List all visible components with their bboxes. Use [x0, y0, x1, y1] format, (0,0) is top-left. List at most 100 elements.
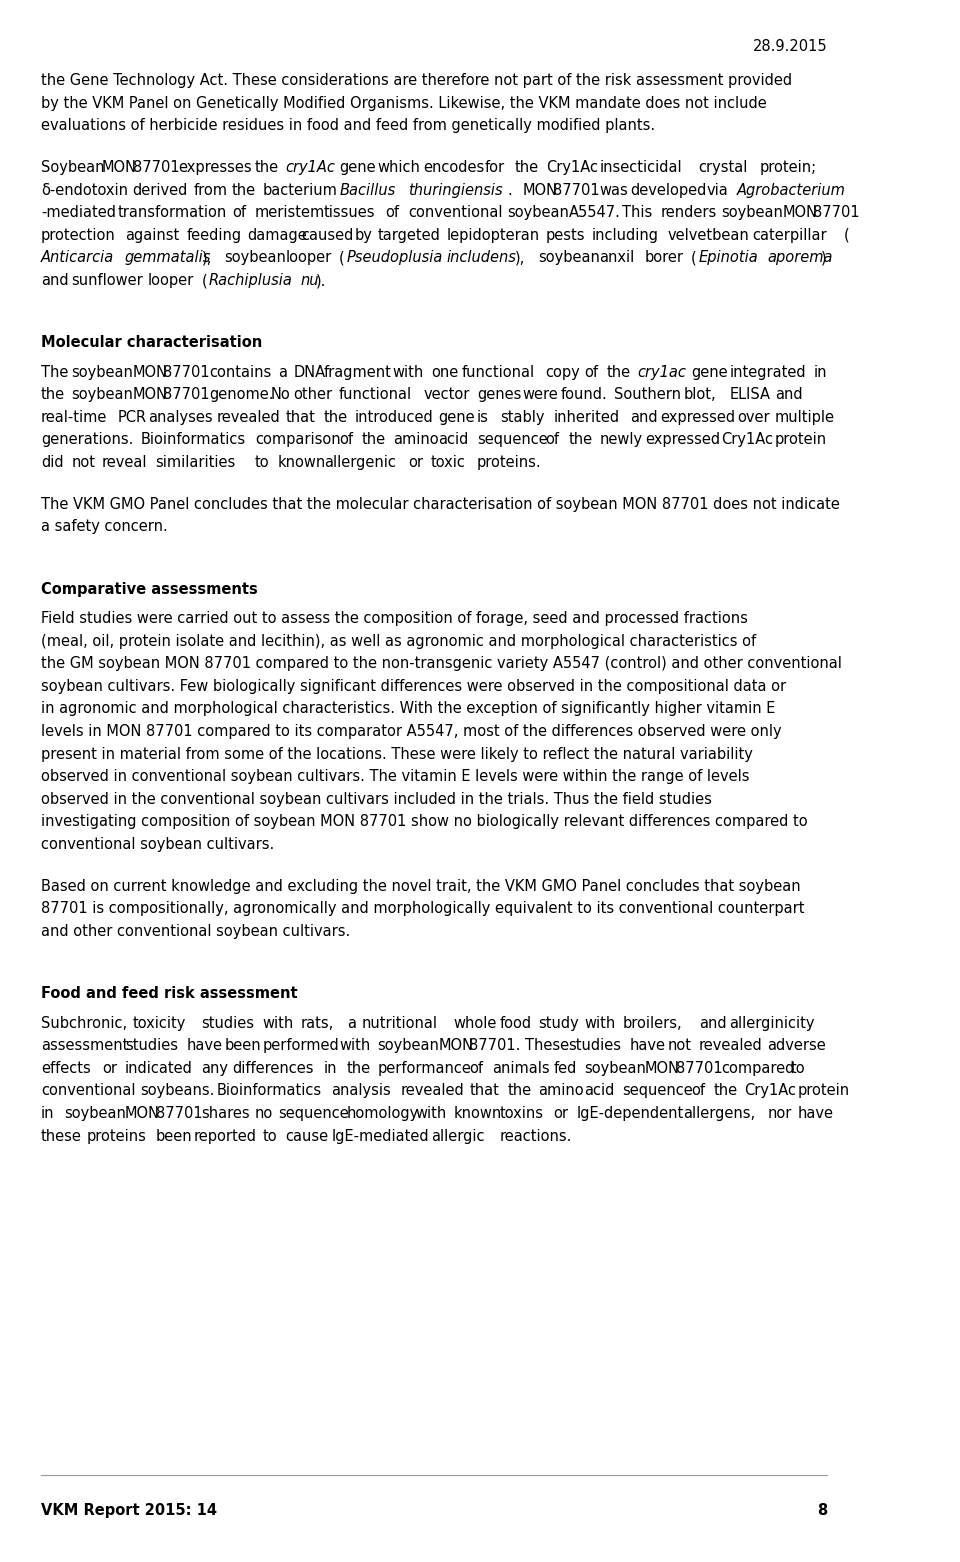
Text: Molecular characterisation: Molecular characterisation — [41, 336, 262, 350]
Text: proteins: proteins — [86, 1129, 147, 1143]
Text: or: or — [553, 1106, 568, 1122]
Text: 87701: 87701 — [163, 364, 210, 380]
Text: with: with — [393, 364, 424, 380]
Text: feeding: feeding — [186, 228, 241, 242]
Text: (: ( — [202, 273, 207, 287]
Text: integrated: integrated — [730, 364, 805, 380]
Text: insecticidal: insecticidal — [599, 159, 682, 175]
Text: developed: developed — [630, 183, 707, 197]
Text: sequence: sequence — [622, 1084, 693, 1098]
Text: cry1ac: cry1ac — [637, 364, 686, 380]
Text: 28.9.2015: 28.9.2015 — [753, 39, 828, 55]
Text: adverse: adverse — [767, 1039, 827, 1053]
Text: MON: MON — [102, 159, 137, 175]
Text: looper: looper — [148, 273, 194, 287]
Text: ).: ). — [316, 273, 326, 287]
Text: soybean: soybean — [722, 205, 783, 220]
Text: (: ( — [691, 250, 697, 266]
Text: whole: whole — [454, 1015, 497, 1031]
Text: expresses: expresses — [179, 159, 252, 175]
Text: Anticarcia: Anticarcia — [41, 250, 114, 266]
Text: of: of — [232, 205, 246, 220]
Text: -mediated: -mediated — [41, 205, 116, 220]
Text: not: not — [668, 1039, 692, 1053]
Text: functional: functional — [339, 387, 412, 401]
Text: over: over — [737, 409, 770, 425]
Text: conventional: conventional — [408, 205, 502, 220]
Text: a: a — [278, 364, 287, 380]
Text: revealed: revealed — [699, 1039, 762, 1053]
Text: analyses: analyses — [148, 409, 212, 425]
Text: 87701: 87701 — [813, 205, 860, 220]
Text: .: . — [508, 183, 512, 197]
Text: that: that — [469, 1084, 499, 1098]
Text: soybean: soybean — [538, 250, 600, 266]
Text: This: This — [622, 205, 653, 220]
Text: soybean: soybean — [71, 387, 133, 401]
Text: known: known — [454, 1106, 502, 1122]
Text: reveal: reveal — [102, 455, 148, 470]
Text: broilers,: broilers, — [622, 1015, 682, 1031]
Text: by: by — [354, 228, 372, 242]
Text: nutritional: nutritional — [362, 1015, 438, 1031]
Text: soybean: soybean — [584, 1061, 646, 1076]
Text: been: been — [156, 1129, 192, 1143]
Text: assessment: assessment — [41, 1039, 129, 1053]
Text: The VKM GMO Panel concludes that the molecular characterisation of soybean MON 8: The VKM GMO Panel concludes that the mol… — [41, 497, 840, 512]
Text: damage: damage — [248, 228, 307, 242]
Text: encodes: encodes — [423, 159, 485, 175]
Text: Field studies were carried out to assess the composition of forage, seed and pro: Field studies were carried out to assess… — [41, 611, 748, 626]
Text: soybean: soybean — [71, 364, 133, 380]
Text: δ-endotoxin: δ-endotoxin — [41, 183, 128, 197]
Text: a: a — [347, 1015, 356, 1031]
Text: (: ( — [339, 250, 345, 266]
Text: the: the — [232, 183, 256, 197]
Text: of: of — [691, 1084, 705, 1098]
Text: Southern: Southern — [614, 387, 682, 401]
Text: genome.: genome. — [209, 387, 274, 401]
Text: 87701 is compositionally, agronomically and morphologically equivalent to its co: 87701 is compositionally, agronomically … — [41, 901, 804, 917]
Text: amino: amino — [393, 433, 439, 447]
Text: studies: studies — [568, 1039, 621, 1053]
Text: transformation: transformation — [117, 205, 227, 220]
Text: Soybean: Soybean — [41, 159, 105, 175]
Text: with: with — [584, 1015, 615, 1031]
Text: including: including — [591, 228, 659, 242]
Text: from: from — [194, 183, 228, 197]
Text: caterpillar: caterpillar — [753, 228, 827, 242]
Text: Cry1Ac: Cry1Ac — [745, 1084, 797, 1098]
Text: MON: MON — [132, 364, 168, 380]
Text: reported: reported — [194, 1129, 256, 1143]
Text: Subchronic,: Subchronic, — [41, 1015, 127, 1031]
Text: fed: fed — [553, 1061, 577, 1076]
Text: Bacillus: Bacillus — [339, 183, 396, 197]
Text: acid: acid — [439, 433, 468, 447]
Text: observed in conventional soybean cultivars. The vitamin E levels were within the: observed in conventional soybean cultiva… — [41, 769, 750, 784]
Text: these: these — [41, 1129, 82, 1143]
Text: by the VKM Panel on Genetically Modified Organisms. Likewise, the VKM mandate do: by the VKM Panel on Genetically Modified… — [41, 95, 766, 111]
Text: generations.: generations. — [41, 433, 133, 447]
Text: Rachiplusia: Rachiplusia — [209, 273, 293, 287]
Text: newly: newly — [599, 433, 642, 447]
Text: introduced: introduced — [354, 409, 433, 425]
Text: one: one — [431, 364, 458, 380]
Text: performed: performed — [263, 1039, 340, 1053]
Text: comparison: comparison — [255, 433, 341, 447]
Text: protection: protection — [41, 228, 115, 242]
Text: sunflower: sunflower — [71, 273, 143, 287]
Text: performance: performance — [377, 1061, 471, 1076]
Text: thuringiensis: thuringiensis — [408, 183, 503, 197]
Text: the: the — [347, 1061, 371, 1076]
Text: levels in MON 87701 compared to its comparator A5547, most of the differences ob: levels in MON 87701 compared to its comp… — [41, 723, 781, 739]
Text: 8: 8 — [817, 1503, 828, 1518]
Text: toxicity: toxicity — [132, 1015, 186, 1031]
Text: the: the — [41, 387, 65, 401]
Text: in agronomic and morphological characteristics. With the exception of significan: in agronomic and morphological character… — [41, 701, 775, 717]
Text: acid: acid — [584, 1084, 614, 1098]
Text: allergic: allergic — [431, 1129, 485, 1143]
Text: other: other — [293, 387, 332, 401]
Text: the Gene Technology Act. These considerations are therefore not part of the risk: the Gene Technology Act. These considera… — [41, 73, 792, 87]
Text: Bioinformatics: Bioinformatics — [140, 433, 246, 447]
Text: and: and — [699, 1015, 727, 1031]
Text: includens: includens — [446, 250, 516, 266]
